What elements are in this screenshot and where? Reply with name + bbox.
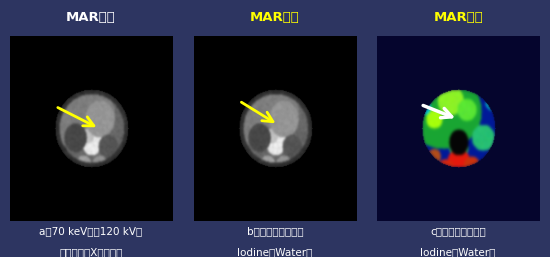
Text: MAR併用: MAR併用 [433, 12, 483, 24]
Text: b：ヨード密度画像: b：ヨード密度画像 [247, 226, 303, 236]
Text: Iodine（Water）: Iodine（Water） [237, 247, 313, 257]
Text: Iodine（Water）: Iodine（Water） [420, 247, 496, 257]
Text: MARなし: MARなし [66, 12, 116, 24]
Text: c：ヨード密度画像: c：ヨード密度画像 [430, 226, 486, 236]
Text: a：70 keV（＝120 kV）: a：70 keV（＝120 kV） [39, 226, 142, 236]
Text: （仮想単色X線画像）: （仮想単色X線画像） [59, 247, 123, 257]
Text: MAR併用: MAR併用 [250, 12, 300, 24]
